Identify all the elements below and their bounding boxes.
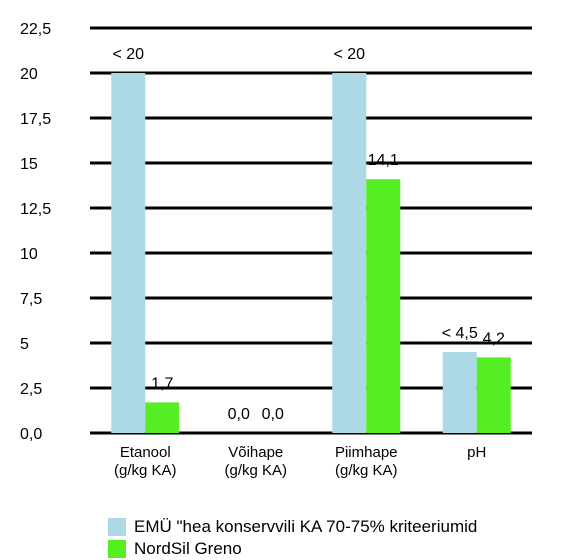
data-label: 1,7 [151,375,173,392]
y-tick-label: 15 [20,156,38,173]
x-category-label: Piimhape [335,444,398,461]
y-tick-label: 0,0 [20,426,42,443]
bar-chart: 0,0 2,5 5 7,5 10 12,5 15 17,5 20 22,5 < 20 1,7 Etano… [20,21,532,479]
bar-1 [332,73,367,433]
x-category-label: Etanool [120,444,171,461]
x-category-label: (g/kg KA) [335,462,398,479]
legend-label-series-1: EMÜ "hea konservvili KA 70-75% kriteeriu… [134,517,478,536]
legend-label-series-2: NordSil Greno [134,539,242,558]
bar-2 [476,357,511,433]
data-label: 0,0 [262,406,284,423]
legend-swatch-series-1 [108,518,126,536]
x-category-label: Võihape [228,444,283,461]
data-label: < 4,5 [442,325,478,342]
y-tick-label: 7,5 [20,291,42,308]
y-tick-label: 5 [20,336,29,353]
data-label: 0,0 [228,406,250,423]
y-tick-label: 22,5 [20,21,51,38]
legend-swatch-series-2 [108,540,126,558]
y-tick-label: 12,5 [20,201,51,218]
data-label: < 20 [333,46,365,63]
x-category-label: (g/kg KA) [114,462,177,479]
data-label: < 20 [112,46,144,63]
x-category-label: pH [467,444,486,461]
y-tick-label: 10 [20,246,38,263]
bar-2 [366,179,401,433]
bar-2 [145,402,180,433]
x-category-label: (g/kg KA) [224,462,287,479]
bar-1 [442,352,477,433]
bar-1 [111,73,146,433]
y-tick-label: 2,5 [20,381,42,398]
data-label: 14,1 [368,152,399,169]
y-tick-label: 17,5 [20,111,51,128]
data-label: 4,2 [483,330,505,347]
y-tick-label: 20 [20,66,38,83]
